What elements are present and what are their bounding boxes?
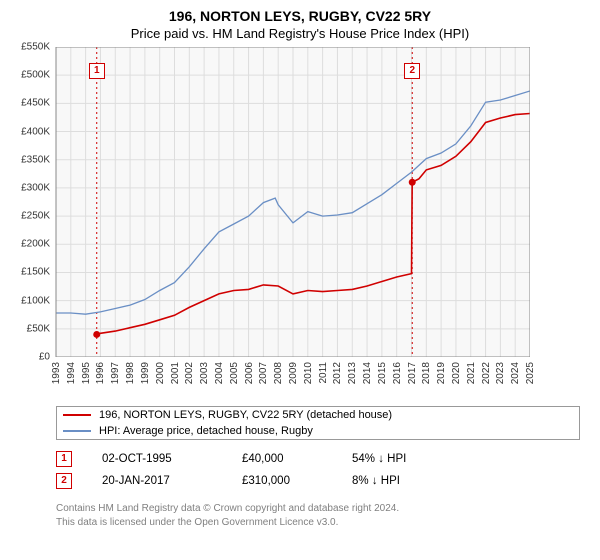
x-tick-label: 2001 — [170, 362, 181, 384]
x-tick-label: 2007 — [258, 362, 269, 384]
footer-line-1: Contains HM Land Registry data © Crown c… — [56, 502, 580, 516]
x-tick-label: 2013 — [347, 362, 358, 384]
chart-marker: 1 — [89, 63, 105, 79]
legend-swatch — [63, 414, 91, 416]
event-row: 2 20-JAN-2017 £310,000 8% ↓ HPI — [56, 470, 580, 492]
x-tick-label: 2023 — [495, 362, 506, 384]
legend-item: 196, NORTON LEYS, RUGBY, CV22 5RY (detac… — [57, 407, 579, 423]
events-table: 1 02-OCT-1995 £40,000 54% ↓ HPI 2 20-JAN-2017… — [56, 448, 580, 492]
x-tick-label: 2005 — [229, 362, 240, 384]
x-tick-label: 2021 — [466, 362, 477, 384]
y-tick-label: £300K — [10, 182, 50, 193]
x-tick-label: 2014 — [362, 362, 373, 384]
y-tick-label: £200K — [10, 239, 50, 250]
legend: 196, NORTON LEYS, RUGBY, CV22 5RY (detac… — [56, 406, 580, 440]
y-tick-label: £150K — [10, 267, 50, 278]
x-tick-label: 1999 — [140, 362, 151, 384]
x-tick-label: 2010 — [303, 362, 314, 384]
y-tick-label: £500K — [10, 70, 50, 81]
page-subtitle: Price paid vs. HM Land Registry's House … — [0, 26, 600, 41]
x-tick-label: 1994 — [66, 362, 77, 384]
chart-container: £0 £50K £100K £150K £200K £250K £300K £350K £400… — [10, 47, 590, 400]
y-tick-label: £450K — [10, 98, 50, 109]
event-delta: 8% ↓ HPI — [352, 475, 400, 487]
x-tick-label: 1997 — [110, 362, 121, 384]
y-tick-label: £400K — [10, 126, 50, 137]
event-delta: 54% ↓ HPI — [352, 453, 406, 465]
chart-marker: 2 — [404, 63, 420, 79]
legend-label: HPI: Average price, detached house, Rugb… — [99, 425, 313, 437]
x-tick-label: 2020 — [451, 362, 462, 384]
x-tick-label: 2004 — [214, 362, 225, 384]
event-price: £310,000 — [242, 475, 322, 487]
footer: Contains HM Land Registry data © Crown c… — [56, 502, 580, 530]
x-tick-label: 2011 — [318, 362, 329, 384]
legend-item: HPI: Average price, detached house, Rugb… — [57, 423, 579, 439]
x-tick-label: 2009 — [288, 362, 299, 384]
event-date: 20-JAN-2017 — [102, 475, 212, 487]
event-date: 02-OCT-1995 — [102, 453, 212, 465]
x-tick-label: 2015 — [377, 362, 388, 384]
x-tick-label: 1996 — [95, 362, 106, 384]
event-marker: 2 — [56, 473, 72, 489]
x-tick-label: 2022 — [481, 362, 492, 384]
y-tick-label: £100K — [10, 295, 50, 306]
chart-svg — [10, 47, 530, 357]
x-tick-label: 2006 — [244, 362, 255, 384]
x-tick-label: 1993 — [51, 362, 62, 384]
x-tick-label: 2025 — [525, 362, 536, 384]
x-tick-label: 1998 — [125, 362, 136, 384]
x-tick-label: 1995 — [81, 362, 92, 384]
page-title: 196, NORTON LEYS, RUGBY, CV22 5RY — [0, 8, 600, 24]
x-tick-label: 2002 — [184, 362, 195, 384]
y-tick-label: £250K — [10, 211, 50, 222]
y-tick-label: £550K — [10, 42, 50, 53]
x-tick-label: 2016 — [392, 362, 403, 384]
x-axis-labels: 1993 1994 19951996 1997 1998 1999 2000 20012002… — [10, 362, 590, 400]
event-marker: 1 — [56, 451, 72, 467]
y-tick-label: £50K — [10, 323, 50, 334]
x-tick-label: 2003 — [199, 362, 210, 384]
x-tick-label: 2024 — [510, 362, 521, 384]
footer-line-2: This data is licensed under the Open Gov… — [56, 516, 580, 530]
legend-swatch — [63, 430, 91, 432]
x-tick-label: 2012 — [332, 362, 343, 384]
event-row: 1 02-OCT-1995 £40,000 54% ↓ HPI — [56, 448, 580, 470]
x-tick-label: 2017 — [407, 362, 418, 384]
event-price: £40,000 — [242, 453, 322, 465]
legend-label: 196, NORTON LEYS, RUGBY, CV22 5RY (detac… — [99, 409, 392, 421]
y-tick-label: £0 — [10, 352, 50, 363]
x-tick-label: 2019 — [436, 362, 447, 384]
x-tick-label: 2018 — [421, 362, 432, 384]
x-tick-label: 2008 — [273, 362, 284, 384]
x-tick-label: 2000 — [155, 362, 166, 384]
y-tick-label: £350K — [10, 154, 50, 165]
